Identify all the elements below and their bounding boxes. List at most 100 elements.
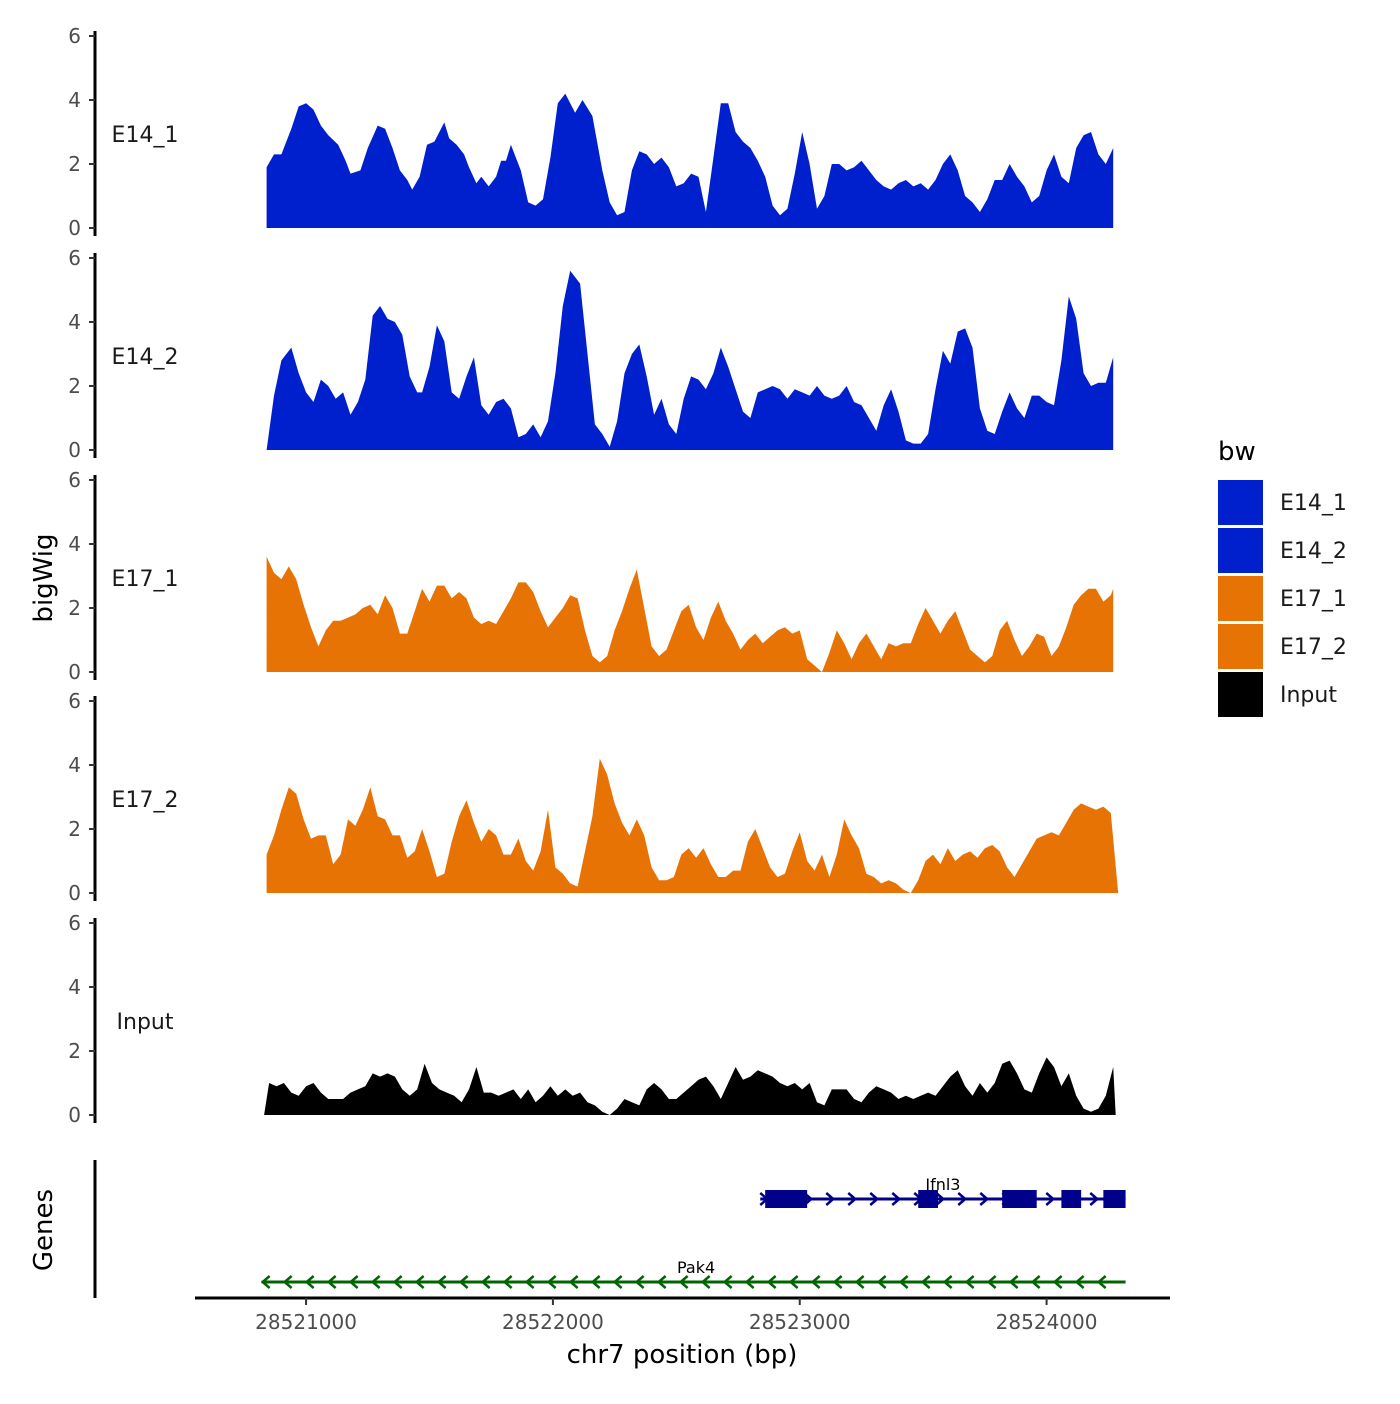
legend-label: Input xyxy=(1280,683,1337,708)
track-label: E17_2 xyxy=(112,788,179,813)
y-tick-label: 4 xyxy=(68,532,81,556)
strand-arrow-icon xyxy=(1008,1275,1019,1289)
legend: bw E14_1 E14_2 E17_1 E17_2 Input xyxy=(1218,437,1347,717)
x-tick-label: 28522000 xyxy=(502,1310,604,1334)
y-tick-label: 6 xyxy=(68,911,81,935)
signal-area xyxy=(266,93,1114,228)
strand-arrow-icon xyxy=(656,1275,667,1289)
strand-arrow-icon xyxy=(898,1275,909,1289)
legend-title: bw xyxy=(1218,437,1256,467)
strand-arrow-icon xyxy=(986,1275,997,1289)
strand-arrow-icon xyxy=(392,1275,403,1289)
y-tick-label: 0 xyxy=(68,660,81,684)
strand-arrow-icon xyxy=(326,1275,337,1289)
y-tick-label: 2 xyxy=(68,152,81,176)
strand-arrow-icon xyxy=(964,1275,975,1289)
legend-swatch xyxy=(1218,480,1263,525)
legend-label: E14_1 xyxy=(1280,491,1347,516)
x-axis: 28521000 28522000 28523000 28524000 xyxy=(195,1296,1170,1334)
legend-swatch xyxy=(1218,624,1263,669)
strand-arrow-icon xyxy=(282,1275,293,1289)
gene-label: Pak4 xyxy=(677,1258,715,1277)
strand-arrow-icon xyxy=(634,1275,645,1289)
track-input: 0 2 4 6 Input xyxy=(68,911,1116,1127)
legend-label: E17_2 xyxy=(1280,635,1347,660)
signal-area xyxy=(266,758,1119,893)
y-tick-label: 4 xyxy=(68,753,81,777)
strand-arrow-icon xyxy=(891,1192,902,1206)
x-tick-label: 28523000 xyxy=(749,1310,851,1334)
strand-arrow-icon xyxy=(847,1192,858,1206)
strand-arrow-icon xyxy=(458,1275,469,1289)
strand-arrow-icon xyxy=(935,1192,946,1206)
y-tick-label: 2 xyxy=(68,596,81,620)
strand-arrow-icon xyxy=(869,1192,880,1206)
y-tick-label: 6 xyxy=(68,468,81,492)
legend-swatch xyxy=(1218,576,1263,621)
track-label: E17_1 xyxy=(112,567,179,592)
y-tick-label: 4 xyxy=(68,310,81,334)
y-tick-label: 6 xyxy=(68,689,81,713)
strand-arrow-icon xyxy=(876,1275,887,1289)
strand-arrow-icon xyxy=(1052,1275,1063,1289)
exon-block xyxy=(1002,1190,1037,1208)
strand-arrow-icon xyxy=(260,1275,271,1289)
track-e17-2: 0 2 4 6 E17_2 xyxy=(68,689,1119,905)
strand-arrow-icon xyxy=(825,1192,836,1206)
track-e17-1: 0 2 4 6 E17_1 xyxy=(68,468,1114,684)
strand-arrow-icon xyxy=(1096,1275,1107,1289)
legend-swatch xyxy=(1218,528,1263,573)
y-tick-label: 2 xyxy=(68,374,81,398)
y-tick-label: 6 xyxy=(68,246,81,270)
strand-arrow-icon xyxy=(502,1275,513,1289)
exon-block xyxy=(765,1190,808,1208)
strand-arrow-icon xyxy=(524,1275,535,1289)
legend-item-e17-1: E17_1 xyxy=(1218,576,1347,621)
track-e14-1: 0 2 4 6 E14_1 xyxy=(68,24,1114,240)
exon-block xyxy=(918,1190,938,1208)
y-axis-title: bigWig xyxy=(29,533,59,622)
strand-arrow-icon xyxy=(568,1275,579,1289)
exon-block xyxy=(1103,1190,1126,1208)
strand-arrow-icon xyxy=(979,1192,990,1206)
signal-area xyxy=(264,1057,1116,1115)
strand-arrow-icon xyxy=(370,1275,381,1289)
y-tick-label: 4 xyxy=(68,88,81,112)
genes-axis-title: Genes xyxy=(29,1189,59,1271)
strand-arrow-icon xyxy=(810,1275,821,1289)
strand-arrow-icon xyxy=(348,1275,359,1289)
y-tick-label: 4 xyxy=(68,975,81,999)
strand-arrow-icon xyxy=(722,1275,733,1289)
strand-arrow-icon xyxy=(480,1275,491,1289)
strand-arrow-icon xyxy=(678,1275,689,1289)
gene-ifnl3: Ifnl3 xyxy=(759,1175,1126,1208)
legend-swatch xyxy=(1218,672,1263,717)
strand-arrow-icon xyxy=(546,1275,557,1289)
x-tick-label: 28524000 xyxy=(996,1310,1098,1334)
strand-arrow-icon xyxy=(766,1275,777,1289)
track-label: E14_2 xyxy=(112,345,179,370)
strand-arrow-icon xyxy=(957,1192,968,1206)
strand-arrow-icon xyxy=(920,1275,931,1289)
signal-area xyxy=(266,556,1114,672)
legend-item-e17-2: E17_2 xyxy=(1218,624,1347,669)
strand-arrow-icon xyxy=(304,1275,315,1289)
strand-arrow-icon xyxy=(744,1275,755,1289)
x-tick-label: 28521000 xyxy=(255,1310,357,1334)
strand-arrow-icon xyxy=(854,1275,865,1289)
strand-arrow-icon xyxy=(612,1275,623,1289)
legend-item-e14-2: E14_2 xyxy=(1218,528,1347,573)
y-tick-label: 0 xyxy=(68,438,81,462)
strand-arrow-icon xyxy=(700,1275,711,1289)
gene-pak4: Pak4 xyxy=(260,1258,1126,1289)
strand-arrow-icon xyxy=(942,1275,953,1289)
strand-arrow-icon xyxy=(436,1275,447,1289)
legend-label: E17_1 xyxy=(1280,587,1347,612)
y-tick-label: 0 xyxy=(68,1103,81,1127)
x-axis-title: chr7 position (bp) xyxy=(567,1340,798,1370)
legend-label: E14_2 xyxy=(1280,539,1347,564)
strand-arrow-icon xyxy=(1089,1192,1100,1206)
y-tick-label: 2 xyxy=(68,1039,81,1063)
